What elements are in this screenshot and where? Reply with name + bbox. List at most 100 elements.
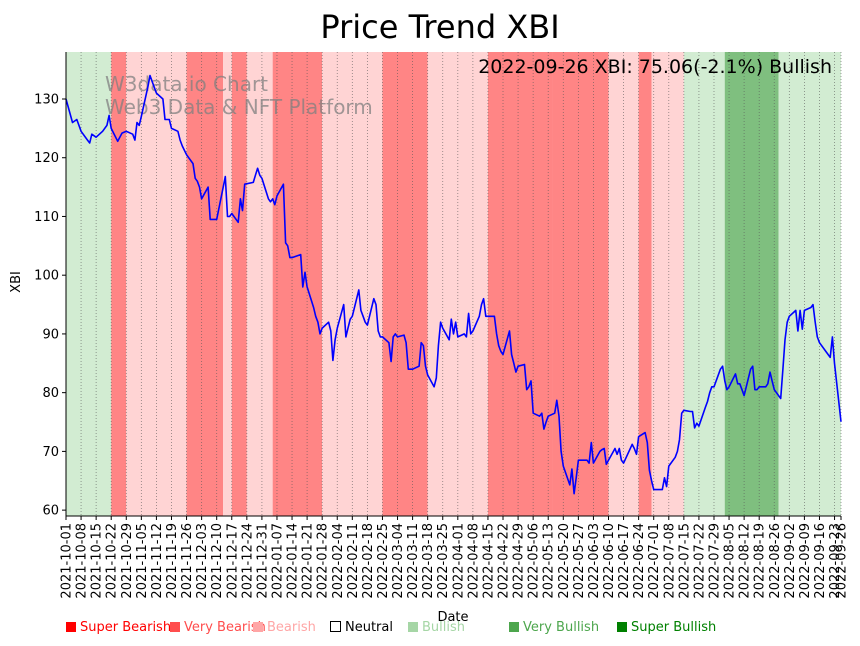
regime-band-very-bearish	[231, 52, 247, 516]
x-tick-label: 2022-09-02	[783, 523, 798, 599]
x-tick-label: 2022-02-18	[361, 523, 376, 599]
regime-band-bullish	[778, 52, 841, 516]
legend: Super Bearish Very Bearish Bearish Neutr…	[66, 620, 846, 638]
legend-swatch	[408, 622, 418, 632]
watermark-line-2: Web3 Data & NFT Platform	[105, 95, 373, 119]
x-tick-label: 2022-08-12	[738, 523, 753, 599]
x-tick-label: 2022-01-28	[316, 523, 331, 599]
y-tick-label: 90	[42, 327, 59, 342]
x-tick-label: 2022-04-15	[481, 523, 496, 599]
x-tick-label: 2022-07-08	[662, 523, 677, 599]
x-tick-label: 2021-10-22	[105, 523, 120, 599]
x-tick-label: 2022-07-22	[692, 523, 707, 599]
legend-bearish: Bearish	[253, 620, 316, 635]
legend-swatch	[509, 622, 519, 632]
x-tick-label: 2022-09-26	[835, 523, 850, 599]
legend-super-bullish: Super Bullish	[617, 620, 716, 635]
x-tick-label: 2022-09-23	[828, 523, 843, 599]
regime-band-very-bullish	[724, 52, 779, 516]
x-tick-label: 2021-10-29	[120, 523, 135, 599]
regime-bands	[66, 52, 841, 516]
legend-label: Neutral	[345, 620, 393, 635]
regime-band-very-bearish	[487, 52, 553, 516]
x-tick-label: 2022-06-24	[632, 523, 647, 599]
x-tick-label: 2022-06-17	[617, 523, 632, 599]
y-tick-label: 130	[34, 92, 59, 107]
x-tick-label: 2021-12-24	[240, 523, 255, 599]
x-tick-label: 2021-10-15	[90, 523, 105, 599]
watermark: W3data.io Chart Web3 Data & NFT Platform	[105, 72, 373, 119]
x-tick-label: 2022-06-10	[602, 523, 617, 599]
x-tick-label: 2022-05-06	[527, 523, 542, 599]
regime-band-bearish	[223, 52, 232, 516]
regime-band-very-bearish	[272, 52, 323, 516]
legend-label: Very Bullish	[523, 620, 600, 635]
x-tick-label: 2022-09-09	[798, 523, 813, 599]
legend-label: Super Bullish	[631, 620, 717, 635]
x-tick-label: 2022-04-29	[512, 523, 527, 599]
x-tick-label: 2022-04-08	[466, 523, 481, 599]
x-tick-label: 2022-07-15	[677, 523, 692, 599]
regime-band-bullish	[683, 52, 725, 516]
x-tick-label: 2021-11-05	[135, 523, 150, 599]
y-tick-label: 80	[42, 386, 59, 401]
x-tick-label: 2022-08-05	[723, 523, 738, 599]
x-tick-label: 2021-11-12	[150, 523, 165, 599]
regime-band-bearish	[246, 52, 273, 516]
x-tick-label: 2022-06-03	[587, 523, 602, 599]
x-tick-label: 2022-02-04	[331, 523, 346, 599]
x-tick-label: 2022-04-22	[497, 523, 512, 599]
regime-band-very-bearish	[552, 52, 609, 516]
regime-band-very-bearish	[638, 52, 652, 516]
y-tick-label: 70	[42, 445, 59, 460]
x-tick-label: 2021-12-17	[225, 523, 240, 599]
legend-swatch	[330, 621, 341, 632]
legend-label: Bearish	[267, 620, 316, 635]
y-tick-label: 100	[34, 269, 59, 284]
x-tick-label: 2022-09-16	[813, 523, 828, 599]
x-tick-label: 2022-01-21	[301, 523, 316, 599]
x-tick-label: 2022-04-01	[451, 523, 466, 599]
regime-band-very-bearish	[186, 52, 224, 516]
x-tick-label: 2022-07-01	[647, 523, 662, 599]
x-axis-label: Date	[437, 610, 468, 625]
x-tick-label: 2022-05-27	[572, 523, 587, 599]
y-tick-label: 110	[34, 210, 59, 225]
x-tick-label: 2022-07-29	[708, 523, 723, 599]
watermark-line-1: W3data.io Chart	[105, 72, 268, 96]
y-tick-label: 60	[42, 504, 59, 519]
chart-title: Price Trend XBI	[320, 8, 559, 46]
y-axis-ticks: 60 70 80 90 100 110 120 130	[34, 92, 66, 519]
legend-neutral: Neutral	[330, 620, 393, 635]
x-tick-label: 2021-12-03	[195, 523, 210, 599]
x-tick-label: 2021-10-08	[75, 523, 90, 599]
y-tick-label: 120	[34, 151, 59, 166]
legend-swatch	[170, 622, 180, 632]
axes	[65, 52, 841, 517]
legend-super-bearish: Super Bearish	[66, 620, 171, 635]
x-tick-label: 2022-03-11	[406, 523, 421, 599]
legend-very-bearish: Very Bearish	[170, 620, 266, 635]
x-gridlines	[65, 52, 842, 516]
x-axis-ticks: 2021-10-01 2021-10-08 2021-10-15 2021-10-22…	[60, 516, 850, 599]
x-tick-label: 2021-12-31	[255, 523, 270, 599]
legend-swatch	[617, 622, 627, 632]
x-tick-label: 2022-05-13	[542, 523, 557, 599]
x-tick-label: 2022-02-25	[376, 523, 391, 599]
x-tick-label: 2022-05-20	[557, 523, 572, 599]
x-tick-label: 2022-03-18	[421, 523, 436, 599]
x-tick-label: 2022-08-26	[768, 523, 783, 599]
legend-bullish: Bullish	[408, 620, 465, 635]
x-tick-label: 2021-11-19	[165, 523, 180, 599]
last-price-annotation: 2022-09-26 XBI: 75.06(-2.1%) Bullish	[478, 56, 832, 78]
y-axis-label: XBI	[9, 271, 24, 293]
x-tick-label: 2022-03-25	[436, 523, 451, 599]
x-tick-label: 2021-10-01	[60, 523, 75, 599]
legend-swatch	[66, 622, 76, 632]
x-tick-label: 2022-01-07	[271, 523, 286, 599]
x-tick-label: 2022-08-19	[753, 523, 768, 599]
x-tick-label: 2021-11-26	[180, 523, 195, 599]
x-tick-label: 2022-01-14	[286, 523, 301, 599]
xbi-price-line	[65, 74, 842, 495]
